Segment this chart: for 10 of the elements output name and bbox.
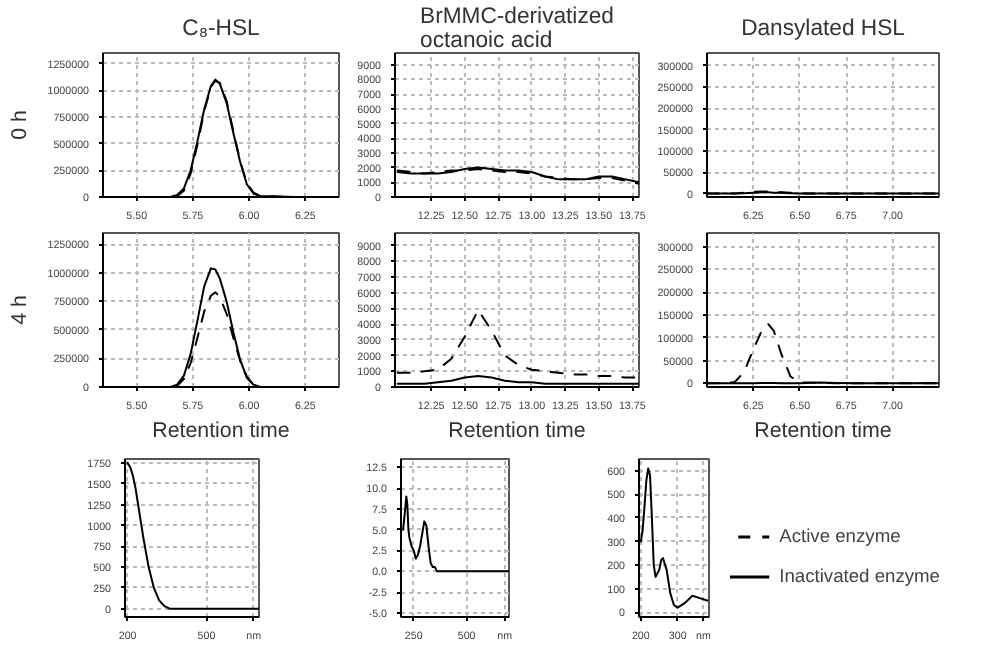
x-axis-title: Retention time xyxy=(754,419,892,443)
chart-title: C₈-HSL xyxy=(182,17,260,41)
legend-label: Inactivated enzyme xyxy=(779,566,940,586)
x-axis-title: Retention time xyxy=(152,419,290,443)
y-axis-title: 4 h xyxy=(7,295,32,325)
chart-title: Dansylated HSL xyxy=(741,17,905,41)
chart-title: BrMMC-derivatized octanoic acid xyxy=(420,5,614,53)
y-axis-title: 0 h xyxy=(7,110,32,140)
x-axis-title: Retention time xyxy=(448,419,586,443)
legend-label: Active enzyme xyxy=(779,526,901,546)
